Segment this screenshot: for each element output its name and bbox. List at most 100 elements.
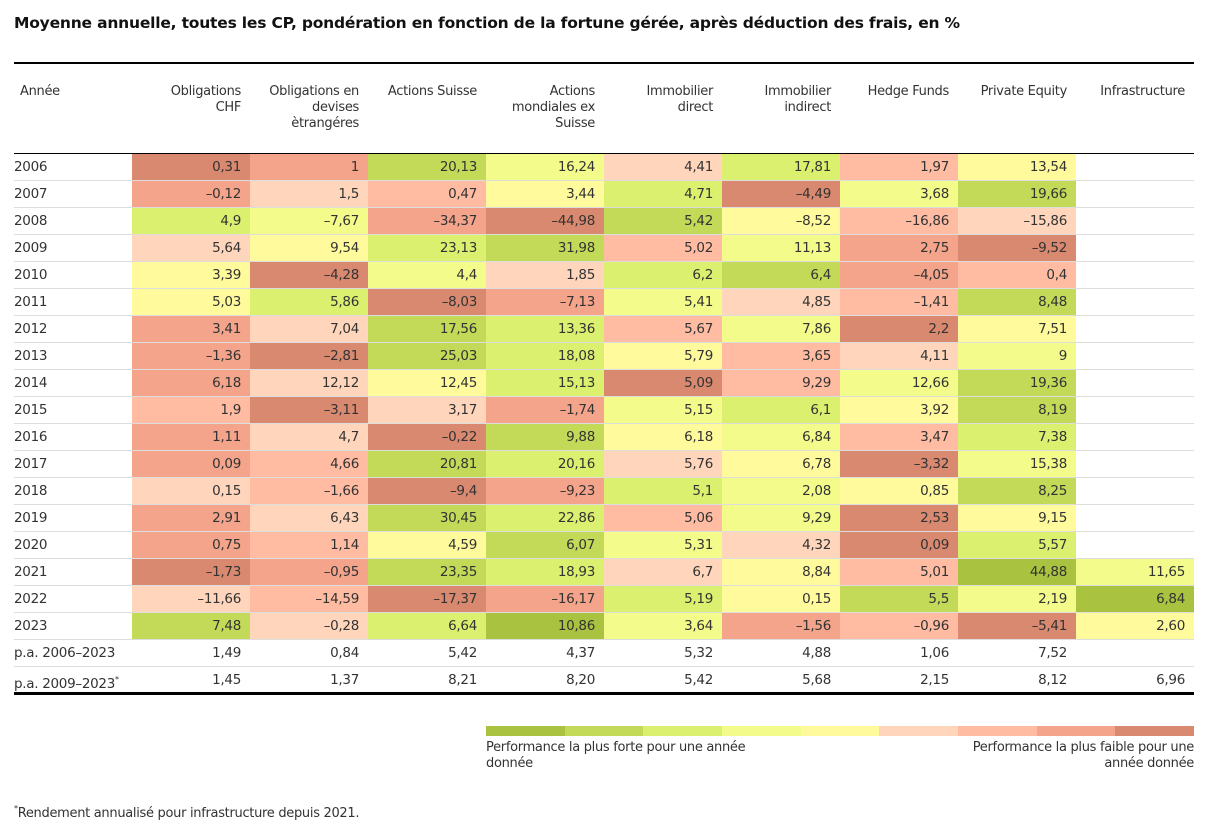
column-header-line: Private Equity (980, 84, 1068, 99)
row-label: 2020 (14, 532, 47, 558)
legend-swatch (879, 726, 959, 736)
heatmap-cell: 9,29 (722, 370, 840, 396)
row-label: 2011 (14, 289, 47, 315)
heatmap-cell: 5,09 (604, 370, 722, 396)
table-row: 2016 1,11 4,7 –0,22 9,88 6,18 6,84 3,47 7,38 (14, 424, 1194, 451)
heatmap-cell: 1,9 (132, 397, 250, 423)
row-label: 2021 (14, 559, 47, 585)
heatmap-cell: 1,37 (330, 672, 359, 688)
row-label: p.a. 2009–2023* (14, 667, 119, 693)
heatmap-cell: 15,13 (486, 370, 604, 396)
heatmap-cell: 4,9 (132, 208, 250, 234)
column-header-line: CHF (215, 100, 242, 115)
summary-row: p.a. 2009–2023* 1,45 1,37 8,21 8,20 5,42 5,68 2… (14, 667, 1194, 694)
heatmap-cell: –14,59 (250, 586, 368, 612)
legend-swatch (1036, 726, 1116, 736)
heatmap-cell: 6,07 (486, 532, 604, 558)
heatmap-cell: 0,85 (840, 478, 958, 504)
row-label-text: 2011 (14, 294, 48, 310)
table-row: 2018 0,15 –1,66 –9,4 –9,23 5,1 2,08 0,85 8,25 (14, 478, 1194, 505)
chart-title: Moyenne annuelle, toutes les CP, pondéra… (14, 14, 960, 32)
heatmap-cell: 4,37 (566, 645, 595, 661)
heatmap-cell: 1,5 (250, 181, 368, 207)
heatmap-cell: 20,81 (368, 451, 486, 477)
heatmap-cell: 5,01 (840, 559, 958, 585)
heatmap-cell: 0,31 (132, 154, 250, 180)
table-row: 2006 0,31 1 20,13 16,24 4,41 17,81 1,97 13,54 (14, 154, 1194, 181)
heatmap-cell: 23,35 (368, 559, 486, 585)
heatmap-cell: 4,11 (840, 343, 958, 369)
row-label-text: p.a. 2006–2023 (14, 645, 115, 661)
heatmap-cell: 8,19 (958, 397, 1076, 423)
column-header-line: Obligations en (269, 84, 359, 99)
heatmap-cell: 6,84 (722, 424, 840, 450)
heatmap-cell: 3,68 (840, 181, 958, 207)
column-header-line: Immobilier (646, 84, 713, 99)
heatmap-cell: 6,7 (604, 559, 722, 585)
heatmap-cell: –3,32 (840, 451, 958, 477)
legend-strong-label: Performance la plus forte pour une année… (486, 740, 746, 771)
heatmap-cell: 16,24 (486, 154, 604, 180)
heatmap-cell: 7,86 (722, 316, 840, 342)
row-label: 2015 (14, 397, 47, 423)
heatmap-cell: 10,86 (486, 613, 604, 639)
heatmap-cell: 8,84 (722, 559, 840, 585)
heatmap-cell: 5,79 (604, 343, 722, 369)
heatmap-cell: 7,52 (1038, 645, 1067, 661)
heatmap-cell: –9,52 (958, 235, 1076, 261)
heatmap-cell: 5,42 (448, 645, 477, 661)
heatmap-cell: 8,12 (1038, 672, 1067, 688)
heatmap-cell: 9,29 (722, 505, 840, 531)
heatmap-cell: 0,15 (132, 478, 250, 504)
heatmap-cell: 4,41 (604, 154, 722, 180)
heatmap-cell: –4,28 (250, 262, 368, 288)
heatmap-cell: –34,37 (368, 208, 486, 234)
row-label: 2010 (14, 262, 47, 288)
heatmap-cell: 15,38 (958, 451, 1076, 477)
heatmap-cell: 6,43 (250, 505, 368, 531)
table-row: 2020 0,75 1,14 4,59 6,07 5,31 4,32 0,09 5,57 (14, 532, 1194, 559)
row-label-text: 2007 (14, 186, 48, 202)
heatmap-cell: –1,66 (250, 478, 368, 504)
legend-swatch (564, 726, 644, 736)
heatmap-cell: 22,86 (486, 505, 604, 531)
legend-swatch (1115, 726, 1195, 736)
heatmap-cell: 6,2 (604, 262, 722, 288)
heatmap-cell: 3,47 (840, 424, 958, 450)
heatmap-cell: 1,97 (840, 154, 958, 180)
legend-swatch (722, 726, 801, 736)
heatmap-cell: 5,32 (684, 645, 713, 661)
row-label: 2023 (14, 613, 47, 639)
heatmap-cell: 6,18 (132, 370, 250, 396)
heatmap-cell: –1,36 (132, 343, 250, 369)
table-row: 2022 –11,66 –14,59 –17,37 –16,17 5,19 0,15 5,5 2… (14, 586, 1194, 613)
heatmap-cell: 11,65 (1076, 559, 1194, 585)
heatmap-cell: –0,95 (250, 559, 368, 585)
heatmap-cell: –9,23 (486, 478, 604, 504)
row-label-text: 2010 (14, 267, 48, 283)
column-header-line: direct (677, 100, 714, 115)
heatmap-cell: 5,42 (684, 672, 713, 688)
heatmap-cell: 1 (250, 154, 368, 180)
heatmap-cell: 7,04 (250, 316, 368, 342)
column-header: Obligations en devises ètrangéres (250, 84, 359, 132)
header-rule (14, 153, 1194, 154)
heatmap-cell: –0,12 (132, 181, 250, 207)
heatmap-cell: –0,96 (840, 613, 958, 639)
row-label-text: 2023 (14, 618, 48, 634)
legend-swatch (800, 726, 880, 736)
row-label: p.a. 2006–2023 (14, 640, 115, 666)
heatmap-cell: 0,09 (132, 451, 250, 477)
heatmap-cell: 9 (958, 343, 1076, 369)
heatmap-cell: 2,19 (958, 586, 1076, 612)
column-header-line: Infrastructure (1100, 84, 1185, 99)
row-label-text: 2009 (14, 240, 48, 256)
row-label-text: p.a. 2009–2023 (14, 676, 115, 692)
footnote-mark: * (114, 675, 119, 684)
heatmap-cell: 17,56 (368, 316, 486, 342)
heatmap-cell: 9,15 (958, 505, 1076, 531)
heatmap-cell: 0,75 (132, 532, 250, 558)
row-label: 2012 (14, 316, 47, 342)
heatmap-cell: 13,36 (486, 316, 604, 342)
top-rule (14, 62, 1194, 64)
